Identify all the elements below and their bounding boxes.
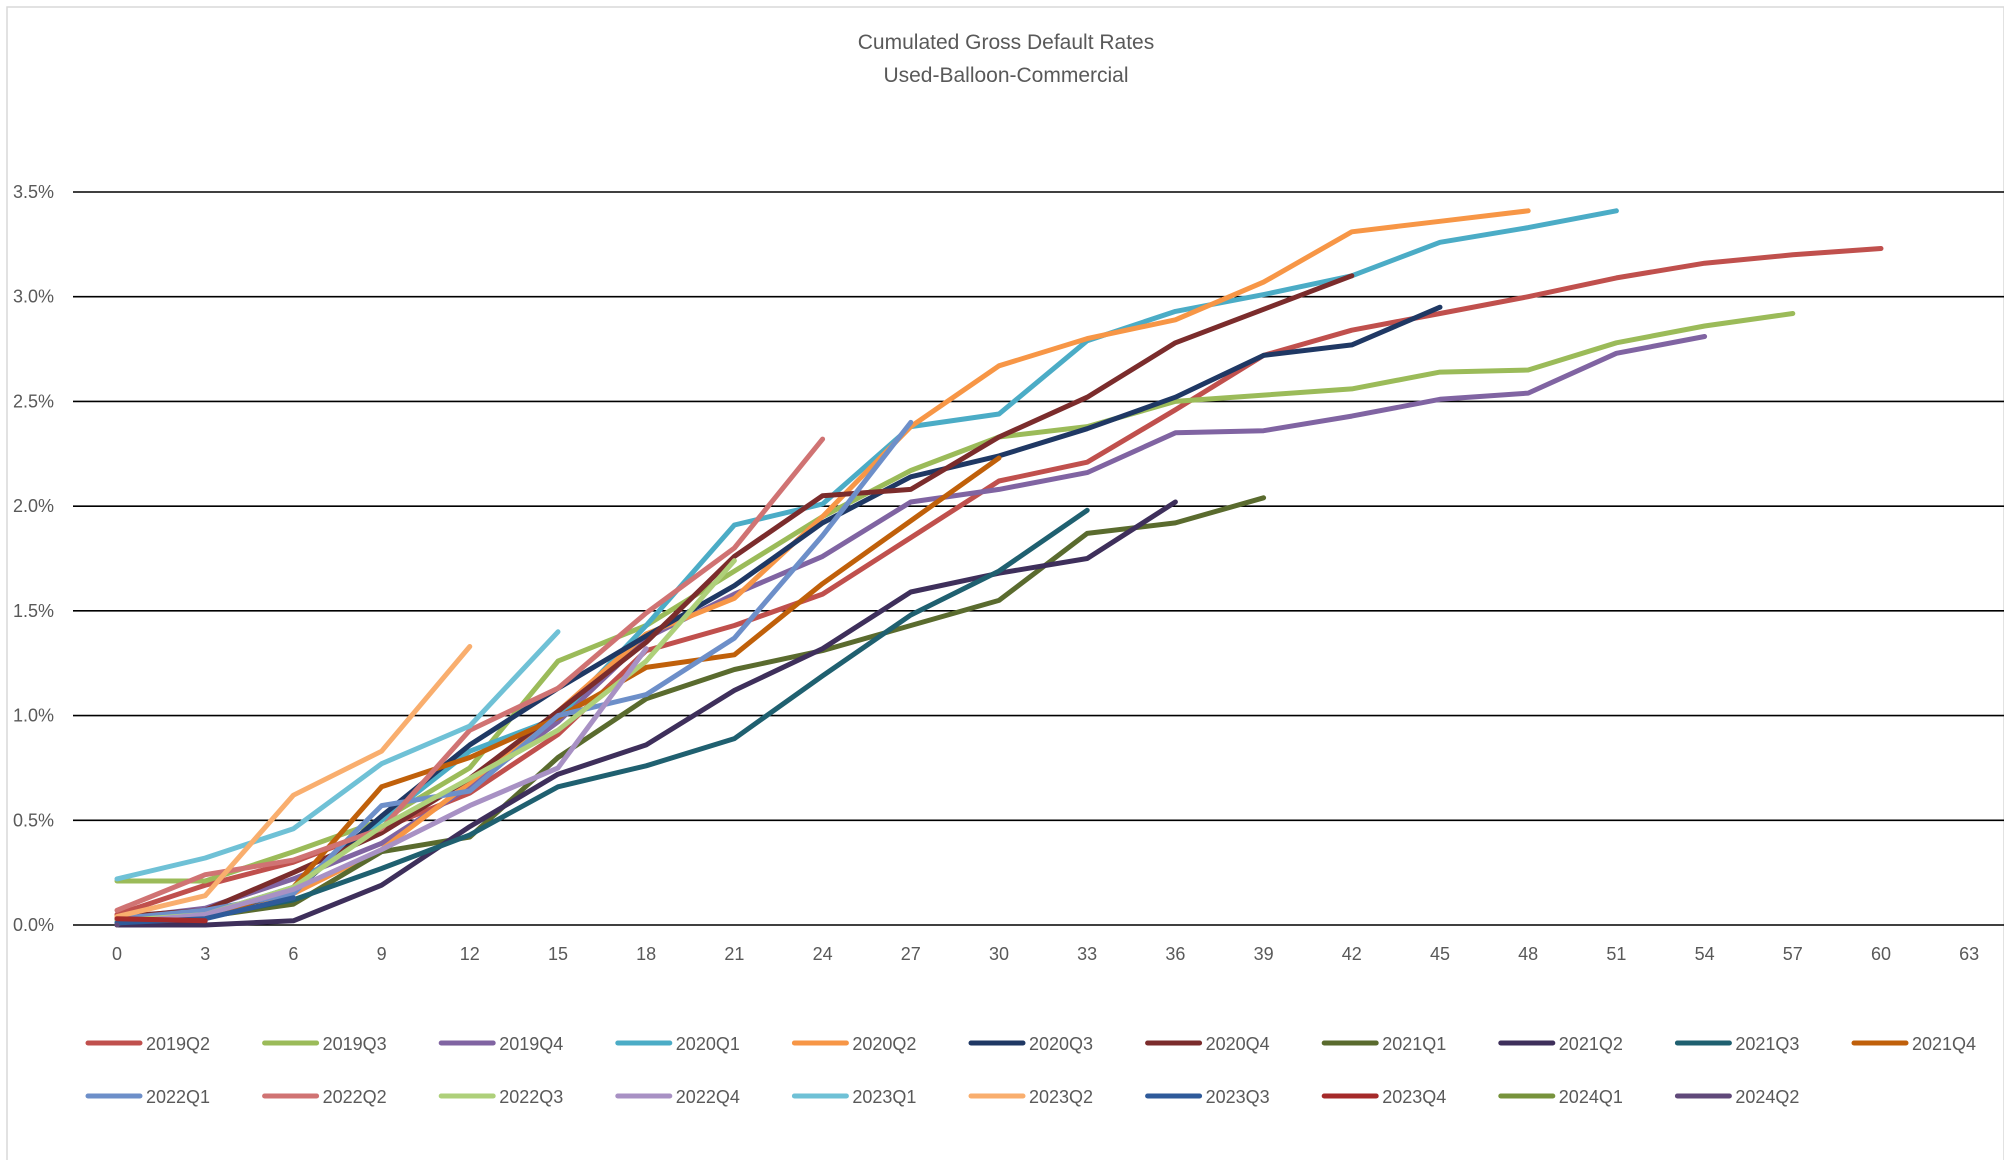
legend-entry: 2022Q2 [262, 1087, 387, 1107]
series-line-2022Q2 [114, 436, 826, 913]
legend-label: 2021Q4 [1912, 1034, 1976, 1054]
legend-entry: 2022Q4 [615, 1087, 740, 1107]
series-line-2023Q4 [114, 916, 208, 924]
legend-label: 2019Q2 [146, 1034, 210, 1054]
x-tick-label: 63 [1959, 944, 1979, 964]
legend-label: 2022Q4 [676, 1087, 740, 1107]
x-tick-label: 21 [724, 944, 744, 964]
legend-label: 2021Q2 [1559, 1034, 1623, 1054]
x-tick-label: 42 [1342, 944, 1362, 964]
legend-label: 2022Q2 [323, 1087, 387, 1107]
series-line-2023Q1 [114, 629, 561, 882]
legend-entry: 2019Q2 [85, 1034, 210, 1054]
chart-title: Cumulated Gross Default Rates [858, 31, 1154, 54]
legend-label: 2020Q2 [852, 1034, 916, 1054]
legend-entry: 2024Q2 [1674, 1087, 1799, 1107]
legend-entry: 2022Q3 [438, 1087, 563, 1107]
y-tick-label: 0.5% [13, 810, 54, 830]
x-tick-label: 9 [377, 944, 387, 964]
x-tick-label: 30 [989, 944, 1009, 964]
legend-entry: 2020Q3 [968, 1034, 1093, 1054]
legend-entry: 2019Q4 [438, 1034, 563, 1054]
chart-border [6, 6, 2004, 1160]
y-tick-label: 1.0% [13, 706, 54, 726]
legend-label: 2022Q1 [146, 1087, 210, 1107]
legend-label: 2023Q4 [1382, 1087, 1446, 1107]
y-axis-tick-labels: 0.0% 0.5% 1.0% 1.5% 2.0% 2.5% 3.0% 3.5% [13, 182, 54, 935]
legend-entry: 2022Q1 [85, 1087, 210, 1107]
x-tick-label: 15 [548, 944, 568, 964]
legend-label: 2019Q3 [323, 1034, 387, 1054]
legend-label: 2020Q3 [1029, 1034, 1093, 1054]
legend-label: 2021Q3 [1735, 1034, 1799, 1054]
legend-entry: 2019Q3 [262, 1034, 387, 1054]
x-tick-label: 24 [813, 944, 833, 964]
y-tick-label: 1.5% [13, 601, 54, 621]
legend-label: 2023Q3 [1206, 1087, 1270, 1107]
series-line-2019Q4 [114, 334, 1708, 922]
series-line-2020Q4 [114, 273, 1355, 920]
legend-label: 2022Q3 [499, 1087, 563, 1107]
x-tick-label: 18 [636, 944, 656, 964]
y-tick-label: 2.0% [13, 496, 54, 516]
x-tick-label: 45 [1430, 944, 1450, 964]
x-tick-label: 33 [1077, 944, 1097, 964]
legend-entry: 2023Q2 [968, 1087, 1093, 1107]
legend-label: 2024Q2 [1735, 1087, 1799, 1107]
x-tick-label: 39 [1254, 944, 1274, 964]
legend-label: 2020Q1 [676, 1034, 740, 1054]
legend-entry: 2021Q1 [1321, 1034, 1446, 1054]
legend-entry: 2021Q2 [1498, 1034, 1623, 1054]
x-tick-label: 54 [1695, 944, 1715, 964]
series-lines [114, 208, 1884, 928]
legend-label: 2020Q4 [1206, 1034, 1270, 1054]
x-tick-label: 48 [1518, 944, 1538, 964]
legend-entry: 2020Q4 [1145, 1034, 1270, 1054]
x-tick-label: 57 [1783, 944, 1803, 964]
x-tick-label: 27 [901, 944, 921, 964]
series-line-2023Q2 [114, 644, 473, 920]
legend-entry: 2024Q1 [1498, 1087, 1623, 1107]
legend-entry: 2023Q3 [1145, 1087, 1270, 1107]
legend-label: 2021Q1 [1382, 1034, 1446, 1054]
legend-entry: 2021Q3 [1674, 1034, 1799, 1054]
legend-entry: 2020Q1 [615, 1034, 740, 1054]
legend-label: 2023Q2 [1029, 1087, 1093, 1107]
legend-label: 2024Q1 [1559, 1087, 1623, 1107]
legend-entry: 2021Q4 [1851, 1034, 1976, 1054]
x-tick-label: 60 [1871, 944, 1891, 964]
chart-subtitle: Used-Balloon-Commercial [883, 64, 1128, 87]
y-tick-label: 2.5% [13, 391, 54, 411]
legend-entry: 2020Q2 [791, 1034, 916, 1054]
y-tick-label: 3.5% [13, 182, 54, 202]
x-tick-label: 51 [1606, 944, 1626, 964]
legend-entry: 2023Q4 [1321, 1087, 1446, 1107]
legend-entry: 2023Q1 [791, 1087, 916, 1107]
y-tick-label: 0.0% [13, 915, 54, 935]
series-line-2022Q4 [114, 646, 649, 926]
x-tick-label: 6 [288, 944, 298, 964]
legend-label: 2023Q1 [852, 1087, 916, 1107]
x-axis-tick-labels: 0 3 6 9 12 15 18 21 24 27 30 33 36 39 42 45 48 51 54 57 60 63 [112, 944, 1979, 964]
legend-label: 2019Q4 [499, 1034, 563, 1054]
y-tick-label: 3.0% [13, 287, 54, 307]
x-tick-label: 36 [1165, 944, 1185, 964]
legend: 2019Q2 2019Q3 2019Q4 2020Q1 2020Q2 2020Q3 2020… [85, 1034, 1976, 1107]
series-point-2024Q2 [114, 922, 120, 928]
x-tick-label: 0 [112, 944, 122, 964]
x-tick-label: 12 [460, 944, 480, 964]
x-tick-label: 3 [200, 944, 210, 964]
